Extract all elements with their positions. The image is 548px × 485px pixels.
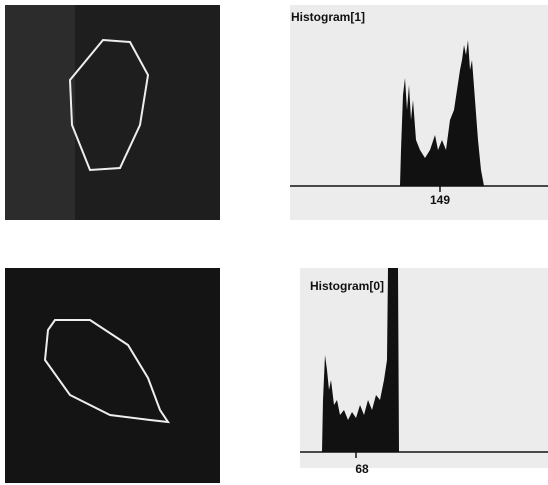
image-panel xyxy=(5,268,220,483)
marker-label: 68 xyxy=(355,462,369,476)
figure: Histogram[1] 149 Histogram[0] 68 xyxy=(0,0,548,485)
histogram-title: Histogram[1] xyxy=(291,10,365,24)
histogram-background xyxy=(290,5,548,220)
marker-label: 149 xyxy=(430,193,450,207)
histogram-title: Histogram[0] xyxy=(310,279,384,293)
image-shading xyxy=(5,5,75,220)
